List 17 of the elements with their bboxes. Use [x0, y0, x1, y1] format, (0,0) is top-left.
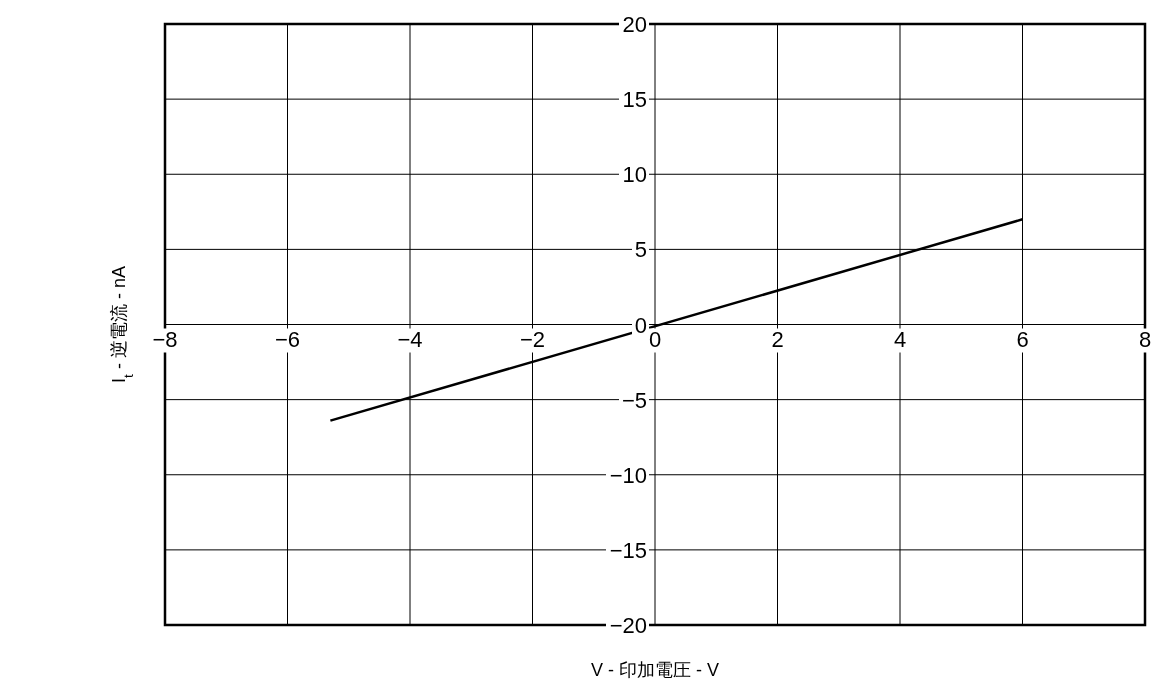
x-tick-label: −6	[274, 326, 301, 352]
y-tick-label: −15	[609, 537, 647, 563]
y-tick-label: 10	[622, 162, 647, 188]
x-tick-label: 8	[1138, 326, 1152, 352]
y-tick-label: 5	[634, 237, 647, 263]
y-tick-label: −20	[609, 613, 647, 638]
x-tick-label: −2	[519, 326, 546, 352]
x-tick-label: 4	[893, 326, 907, 352]
x-tick-label: −8	[152, 326, 178, 352]
x-tick-label: 2	[771, 326, 784, 352]
x-tick-label: −4	[397, 326, 423, 352]
y-tick-label: −5	[621, 387, 647, 413]
y-tick-label: −10	[609, 462, 647, 488]
y-tick-label: 20	[622, 12, 647, 37]
x-axis-title: V - 印加電圧 - V	[590, 660, 720, 680]
x-tick-label: 6	[1016, 326, 1029, 352]
y-tick-label: 15	[622, 87, 647, 113]
